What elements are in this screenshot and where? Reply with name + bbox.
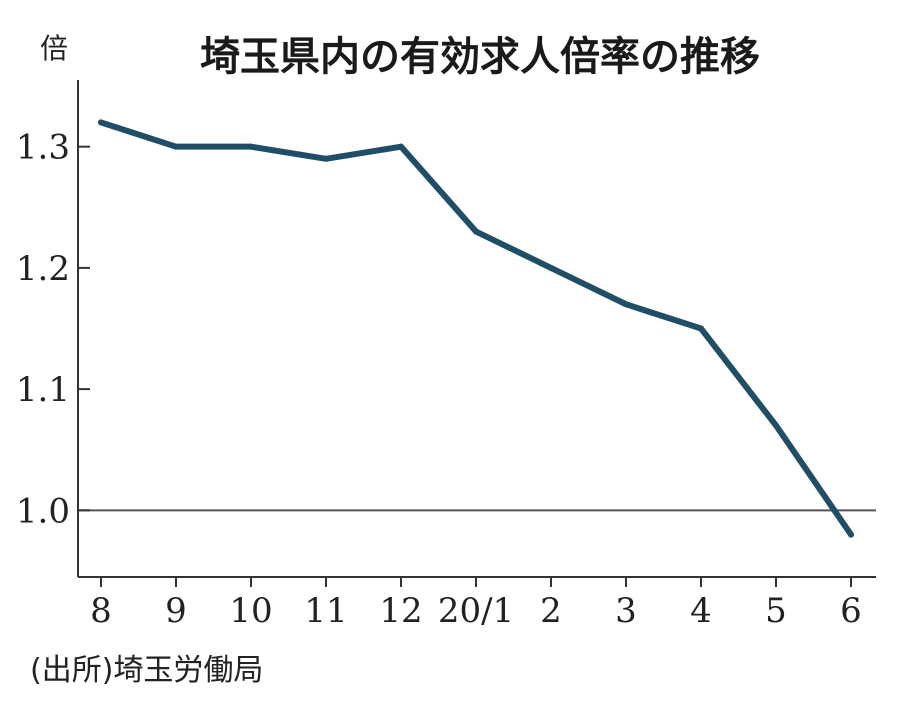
data-point — [623, 301, 629, 308]
data-point — [323, 155, 329, 162]
data-point — [398, 143, 404, 150]
y-tick-label: 1.2 — [16, 249, 70, 289]
x-tick-label: 6 — [840, 591, 862, 631]
x-tick-label: 11 — [304, 591, 347, 631]
x-tick-label: 2 — [540, 591, 562, 631]
plot-area: 1.0 1.1 1.2 1.3 8 9 10 11 12 20/1 2 3 4 5 6 — [16, 80, 876, 631]
y-tick-label: 1.0 — [16, 491, 70, 531]
y-tick-label: 1.3 — [16, 128, 70, 168]
data-point — [248, 143, 254, 150]
data-point — [848, 531, 854, 538]
x-tick-label: 10 — [229, 591, 272, 631]
x-tick-label: 4 — [690, 591, 712, 631]
chart-title: 埼玉県内の有効求人倍率の推移 — [200, 34, 760, 80]
x-tick-label: 20/1 — [438, 591, 514, 631]
data-point — [173, 143, 179, 150]
x-tick-label: 8 — [90, 591, 112, 631]
y-tick-label: 1.1 — [16, 370, 70, 410]
y-axis-unit: 倍 — [40, 32, 68, 65]
x-tick-label: 9 — [165, 591, 187, 631]
data-point — [548, 264, 554, 271]
source-note: (出所)埼玉労働局 — [30, 653, 263, 688]
data-point — [98, 119, 104, 126]
x-tick-label: 3 — [615, 591, 637, 631]
series-line — [98, 119, 854, 538]
data-point — [773, 422, 779, 429]
data-point — [473, 228, 479, 235]
x-tick-label: 5 — [765, 591, 787, 631]
data-point — [698, 325, 704, 332]
x-tick-label: 12 — [379, 591, 422, 631]
